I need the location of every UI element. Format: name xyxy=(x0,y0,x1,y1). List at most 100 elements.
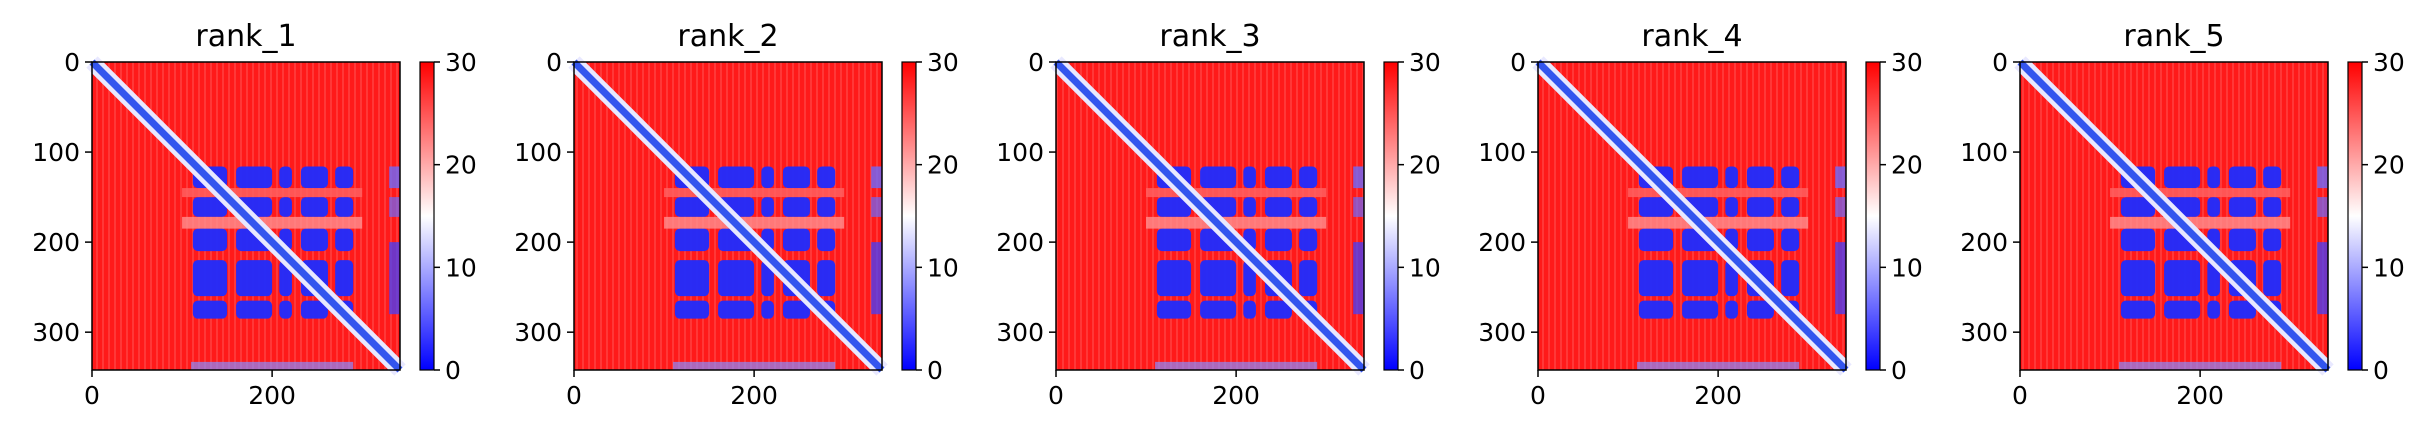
y-tick-label: 300 xyxy=(32,318,80,347)
colorbar xyxy=(902,62,916,370)
contact-block xyxy=(1264,300,1292,319)
contact-block xyxy=(1264,197,1292,217)
edge-fragment xyxy=(871,197,882,217)
edge-fragment xyxy=(1155,361,1318,370)
colorbar-tick-label: 30 xyxy=(445,48,477,77)
contact-block xyxy=(300,166,328,189)
contact-block xyxy=(300,228,328,252)
colorbar-tick-label: 20 xyxy=(2373,151,2405,180)
x-tick-label: 0 xyxy=(1048,381,1064,410)
x-tick-label: 0 xyxy=(2012,381,2028,410)
diagonal-line xyxy=(2017,59,2331,373)
contact-block xyxy=(1299,228,1318,252)
edge-fragment xyxy=(1353,197,1364,217)
colorbar-tick-label: 20 xyxy=(1409,151,1441,180)
contact-block xyxy=(2120,228,2156,252)
contact-block xyxy=(2228,166,2256,189)
mid-band xyxy=(182,188,363,198)
heatmap-panel-4: rank_4 0 100 200 300 0 200 0 10 20 30 xyxy=(1478,19,1923,410)
y-tick-label: 300 xyxy=(1960,318,2008,347)
edge-fragment xyxy=(191,361,354,370)
contact-block xyxy=(817,166,836,189)
contact-block xyxy=(1243,300,1256,319)
y-tick-label: 100 xyxy=(1960,138,2008,167)
contact-block xyxy=(2263,228,2282,252)
contact-block xyxy=(2263,260,2282,297)
plot-frame xyxy=(573,61,883,371)
contact-block xyxy=(1243,166,1256,189)
contact-block xyxy=(718,166,755,189)
contact-block xyxy=(1682,260,1719,297)
contact-block xyxy=(1638,260,1674,297)
contact-block xyxy=(335,166,354,189)
contact-block xyxy=(1156,197,1192,217)
edge-fragment xyxy=(1835,242,1846,315)
colorbar-tick-label: 10 xyxy=(927,253,959,282)
contact-block xyxy=(761,166,774,189)
colorbar-tick-label: 0 xyxy=(2373,356,2389,385)
heatmap-panel-1: rank_1 0 100 200 300 0 200 0 10 20 30 xyxy=(32,19,477,410)
contact-block xyxy=(335,197,354,217)
heatmap-panel-3: rank_3 0 100 200 300 0 200 0 10 20 30 xyxy=(996,19,1441,410)
colorbar-tick-label: 30 xyxy=(1409,48,1441,77)
y-tick-label: 100 xyxy=(32,138,80,167)
contact-block xyxy=(674,228,710,252)
contact-block xyxy=(1264,228,1292,252)
contact-block xyxy=(1725,300,1738,319)
contact-block xyxy=(1682,166,1719,189)
contact-block xyxy=(718,300,755,319)
colorbar-frame xyxy=(1383,61,1399,371)
colorbar-tick-label: 10 xyxy=(1891,253,1923,282)
colorbar-frame xyxy=(1865,61,1881,371)
contact-block xyxy=(1781,260,1800,297)
contact-block xyxy=(1243,197,1256,217)
contact-block xyxy=(2263,166,2282,189)
colorbar-tick-label: 10 xyxy=(2373,253,2405,282)
contact-block xyxy=(1725,166,1738,189)
contact-block xyxy=(2120,197,2156,217)
edge-fragment xyxy=(871,166,882,189)
contact-block xyxy=(817,228,836,252)
x-tick-label: 0 xyxy=(1530,381,1546,410)
contact-block xyxy=(2207,166,2220,189)
mid-band xyxy=(182,216,363,229)
y-tick-label: 200 xyxy=(996,228,1044,257)
mid-band xyxy=(664,188,845,198)
colorbar xyxy=(420,62,434,370)
contact-block xyxy=(1299,166,1318,189)
colorbar-frame xyxy=(2347,61,2363,371)
y-tick-label: 300 xyxy=(514,318,562,347)
contact-block xyxy=(1746,197,1774,217)
y-tick-label: 0 xyxy=(546,48,562,77)
contact-block xyxy=(2207,197,2220,217)
diagonal-line xyxy=(1053,59,1367,373)
colorbar-tick-label: 20 xyxy=(927,151,959,180)
contact-block xyxy=(1200,166,1237,189)
y-tick-label: 200 xyxy=(514,228,562,257)
y-tick-label: 300 xyxy=(996,318,1044,347)
colorbar-tick-label: 0 xyxy=(1891,356,1907,385)
contact-block xyxy=(782,166,810,189)
contact-block xyxy=(1200,300,1237,319)
colorbar-tick-label: 30 xyxy=(927,48,959,77)
y-tick-label: 100 xyxy=(514,138,562,167)
contact-block xyxy=(1638,228,1674,252)
mid-band xyxy=(2110,188,2291,198)
contact-block xyxy=(1682,300,1719,319)
mid-band xyxy=(1628,188,1809,198)
colorbar-frame xyxy=(419,61,435,371)
y-tick-label: 200 xyxy=(1478,228,1526,257)
x-tick-label: 200 xyxy=(730,381,778,410)
contact-block xyxy=(2120,260,2156,297)
contact-block xyxy=(192,228,228,252)
contact-block xyxy=(2164,166,2201,189)
contact-block xyxy=(1638,197,1674,217)
contact-block xyxy=(335,228,354,252)
diagonal-line xyxy=(89,59,403,373)
contact-block xyxy=(817,197,836,217)
edge-fragment xyxy=(389,197,400,217)
contact-block xyxy=(2228,197,2256,217)
mid-band xyxy=(1146,188,1327,198)
plot-frame xyxy=(2019,61,2329,371)
